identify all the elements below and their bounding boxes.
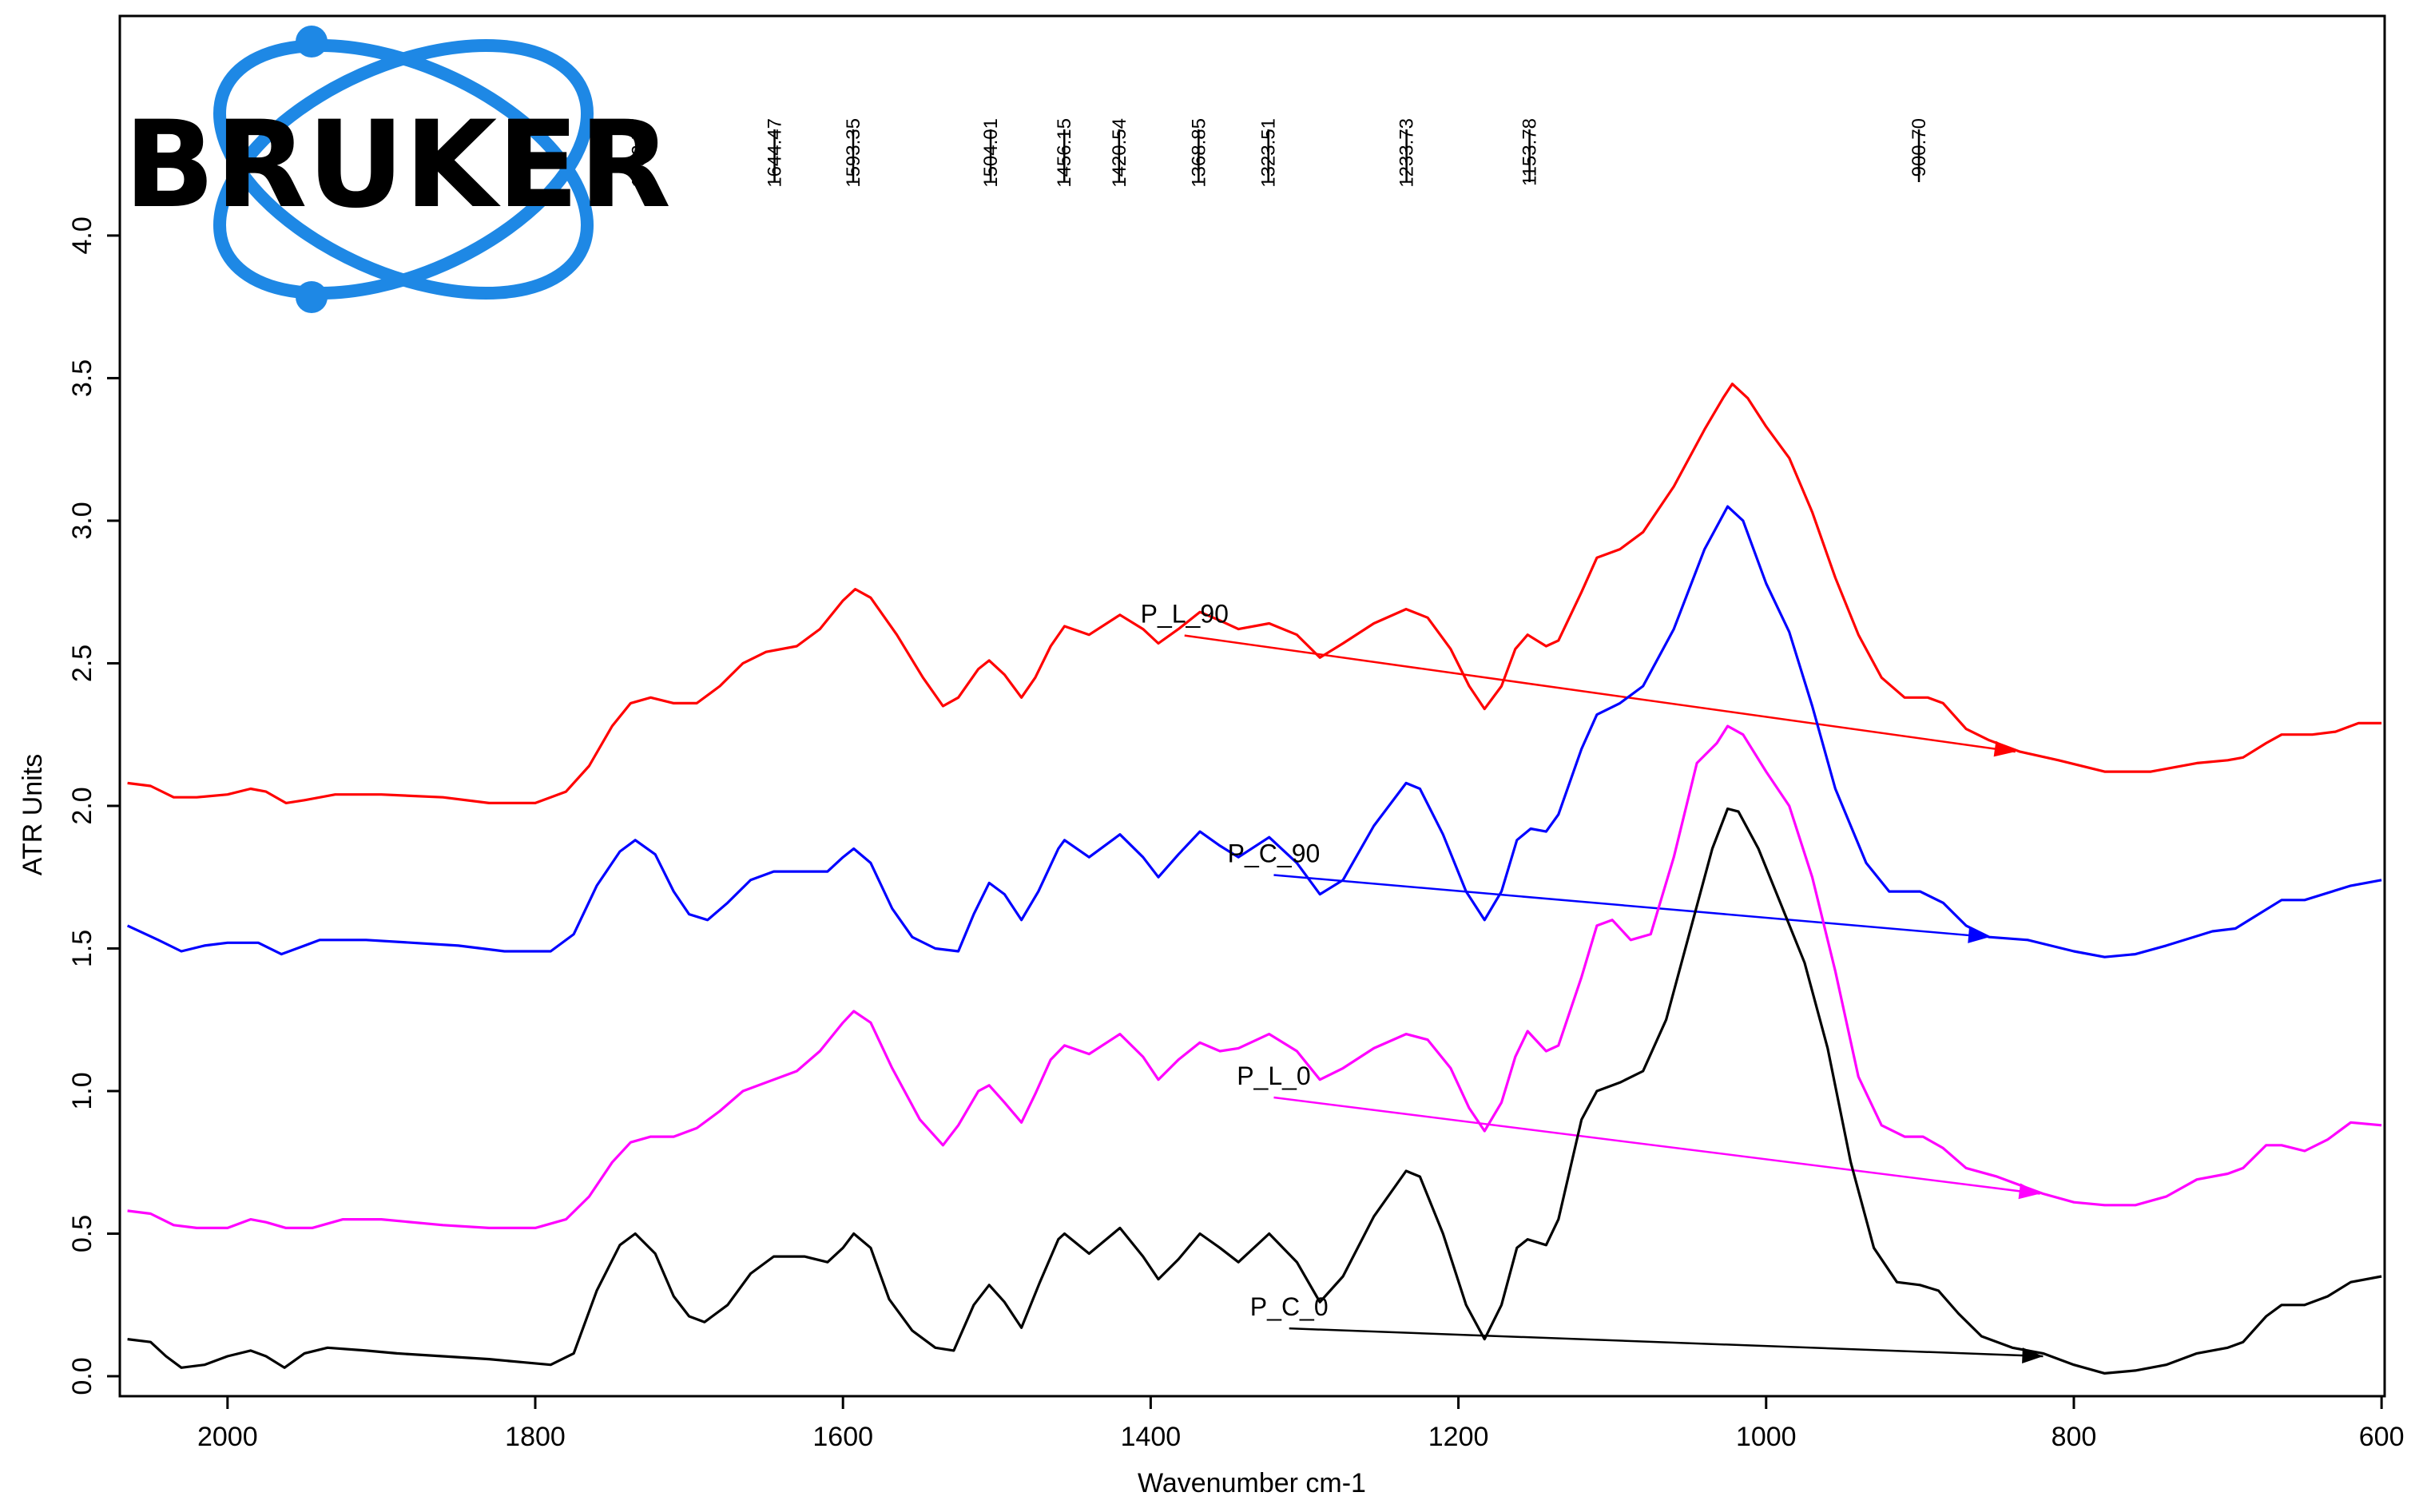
- series-arrow-head: [2018, 1183, 2040, 1200]
- peak-marker-label: 1456.15: [1054, 118, 1075, 188]
- peak-marker-label: 1233.73: [1396, 118, 1418, 188]
- series-arrow: [1289, 1327, 2044, 1358]
- peak-marker-label: 1593.35: [843, 118, 864, 188]
- series-line-p-c-0: [127, 807, 2382, 1375]
- x-tick-label: 1000: [1736, 1422, 1797, 1452]
- series-arrow: [1273, 1096, 2040, 1195]
- x-tick-label: 2000: [197, 1422, 258, 1452]
- series-arrow: [1273, 874, 1990, 939]
- x-tick-label: 1600: [812, 1422, 873, 1452]
- plot-area: 1732.77 1644.47 1593.35 1504.01 1456.15 1420.…: [126, 118, 2382, 1375]
- series-arrow: [1184, 634, 2016, 753]
- x-tick-label: 1400: [1121, 1422, 1182, 1452]
- bruker-logo: BRUKER: [124, 26, 671, 313]
- peak-marker-label: 1504.01: [980, 118, 1002, 188]
- peak-marker-label: 1323.51: [1258, 118, 1280, 188]
- series-label: P_C_0: [1250, 1292, 1329, 1321]
- y-tick-label: 3.5: [67, 359, 97, 397]
- y-tick-label: 2.5: [67, 645, 97, 682]
- y-tick-label: 0.0: [67, 1357, 97, 1395]
- logo-dot: [296, 281, 328, 313]
- series-label: P_L_90: [1141, 600, 1229, 629]
- x-tick-label: 800: [2052, 1422, 2097, 1452]
- logo-orbit: [213, 38, 594, 300]
- series-arrow-head: [1993, 740, 2016, 757]
- series-arrow-head: [1968, 927, 1990, 943]
- peak-marker-label: 1732.77: [628, 118, 649, 188]
- logo-dot: [296, 26, 328, 58]
- peak-marker-label: 1153.78: [1519, 118, 1541, 186]
- series-line-p-l-90: [127, 383, 2382, 804]
- axes: 2000 1800 1600 1400 1200 1000 800 600 0.0 0.5 1.0 1…: [67, 14, 2405, 1452]
- y-axis-title: ATR Units: [18, 754, 48, 875]
- peak-marker-label: 1420.54: [1109, 118, 1130, 188]
- peak-marker-label: 900.70: [1909, 118, 1930, 177]
- series-arrow-head: [2022, 1347, 2044, 1364]
- x-tick-label: 1200: [1428, 1422, 1489, 1452]
- logo-orbit: [213, 38, 594, 300]
- series-line-p-c-90: [126, 505, 2382, 958]
- logo-wordmark: BRUKER: [124, 96, 671, 235]
- peak-marker-label: 1644.47: [765, 118, 786, 188]
- y-tick-label: 0.5: [67, 1215, 97, 1252]
- x-axis-title: Wavenumber cm-1: [1138, 1468, 1366, 1498]
- series-label: P_C_90: [1228, 839, 1321, 868]
- y-tick-label: 1.0: [67, 1072, 97, 1109]
- x-tick-label: 600: [2359, 1422, 2405, 1452]
- y-tick-label: 4.0: [67, 216, 97, 254]
- x-tick-label: 1800: [505, 1422, 566, 1452]
- plot-frame: [118, 14, 2386, 1398]
- peak-marker-label: 1368.85: [1188, 118, 1209, 188]
- series-label: P_L_0: [1237, 1062, 1311, 1090]
- y-tick-label: 1.5: [67, 930, 97, 967]
- y-tick-label: 2.0: [67, 787, 97, 824]
- series-line-p-l-0: [127, 724, 2382, 1229]
- y-tick-label: 3.0: [67, 502, 97, 539]
